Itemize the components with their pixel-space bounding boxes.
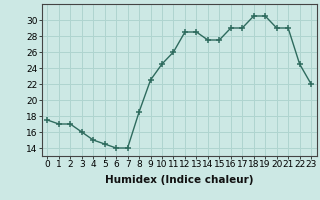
X-axis label: Humidex (Indice chaleur): Humidex (Indice chaleur) [105, 175, 253, 185]
